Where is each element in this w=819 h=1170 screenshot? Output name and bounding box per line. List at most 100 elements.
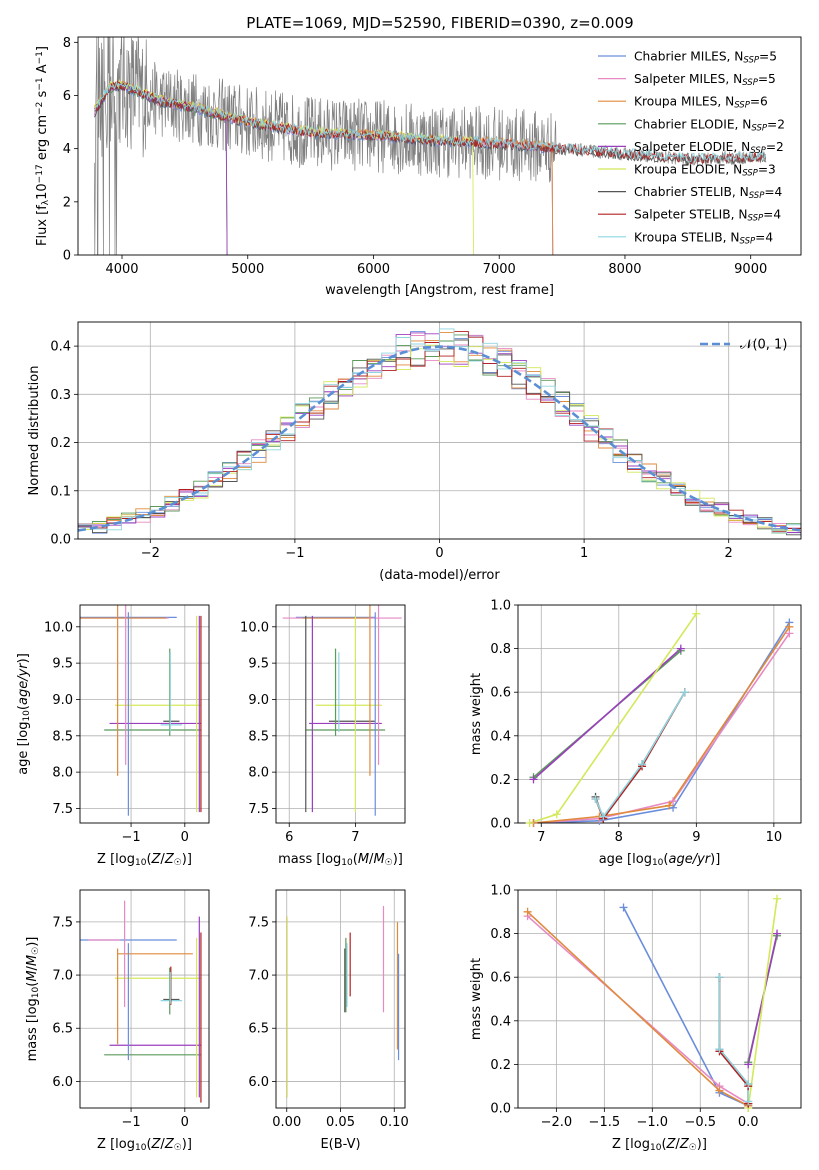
label-part: / <box>160 852 165 867</box>
label-part: −1 <box>35 51 45 64</box>
label-part: mass [log <box>278 852 341 867</box>
chart-weight_vs_Z: −2.0 −1.5 −1.0 −0.5 0.0 0.0 0.2 0.4 0.6 0.8 1.0 Z [… <box>469 884 802 1153</box>
weight-line <box>622 907 749 1107</box>
label-part: 10 <box>35 183 50 200</box>
legend-sub: SSP <box>743 56 759 66</box>
weight-marker <box>523 907 532 916</box>
label-part: Z <box>679 1137 690 1152</box>
label-part: erg cm <box>35 115 50 164</box>
plot-area <box>80 890 209 1108</box>
x-tick-label: 0 <box>181 1115 189 1130</box>
x-tick-label: 0 <box>435 546 443 561</box>
label-part: λ <box>41 199 51 205</box>
weight-line <box>527 911 749 1107</box>
weight-marker <box>599 812 608 821</box>
label-part: ( <box>353 852 358 867</box>
label-part: / <box>369 852 374 867</box>
weight-marker <box>591 795 600 804</box>
axes-frame <box>77 321 802 540</box>
chart-age_vs_Z: −1 07.58.08.59.09.510.0Z [log10(Z/Z☉)]age… <box>16 604 210 868</box>
y-tick-label: 8.5 <box>52 729 73 744</box>
model-spectrum-line <box>93 81 766 164</box>
label-part: s <box>35 90 50 101</box>
label-part: )] <box>182 1137 192 1152</box>
legend-entry: Salpeter MILES, NSSP=5 <box>634 72 776 88</box>
y-tick-label: 9.5 <box>248 657 269 672</box>
y-axis-label: mass weight <box>469 958 484 1040</box>
y-tick-label: 0.6 <box>490 686 511 701</box>
legend-name: Salpeter ELODIE, N <box>634 140 750 154</box>
y-tick-label: 0.3 <box>50 388 71 403</box>
x-tick-label: −1 <box>121 1115 140 1130</box>
weight-marker <box>665 801 674 810</box>
legend-name: Kroupa ELODIE, N <box>634 163 742 177</box>
label-part: M <box>373 852 384 867</box>
y-tick-label: 10.0 <box>44 620 73 635</box>
weight-marker <box>525 819 534 827</box>
label-part: ( <box>25 982 40 987</box>
weight-marker <box>619 903 628 912</box>
y-tick-label: 0.8 <box>490 642 511 657</box>
y-axis-label: Normed distribution <box>27 366 42 496</box>
legend-val: =4 <box>764 185 782 199</box>
legend-val: =6 <box>750 95 768 109</box>
residual-histogram <box>78 328 801 534</box>
y-tick-label: 0.0 <box>490 1102 511 1117</box>
model-spectrum-line <box>93 79 554 255</box>
legend-name: Chabrier ELODIE, N <box>634 117 751 131</box>
label-part: 10 <box>341 858 353 868</box>
label-part: ☉ <box>174 1143 182 1153</box>
axes-frame <box>77 36 802 256</box>
x-tick-label: 8 <box>615 830 623 845</box>
label-part: ☉ <box>385 858 393 868</box>
label-part: )] <box>697 1137 707 1152</box>
y-tick-label: 8.0 <box>248 766 269 781</box>
weight-marker <box>744 1097 753 1106</box>
label-part: M <box>358 852 369 867</box>
x-axis-label: E(B-V) <box>320 1137 360 1152</box>
x-tick-label: 6000 <box>357 262 390 277</box>
x-tick-label: 6 <box>285 830 293 845</box>
x-axis-label: wavelength [Angstrom, rest frame] <box>325 283 554 298</box>
weight-marker <box>669 797 678 806</box>
chart-residuals: −2 −1 0 1 2 0.0 0.1 0.2 0.3 0.4 𝒩(0, 1) (data-model… <box>27 321 802 583</box>
legend-sub: SSP <box>750 146 766 156</box>
legend-val: =4 <box>755 230 773 244</box>
label-part: Z <box>151 1137 162 1152</box>
x-tick-label: −2.0 <box>541 1115 573 1130</box>
weight-marker <box>638 760 647 769</box>
x-tick-label: 0.0 <box>738 1115 759 1130</box>
weight-line <box>718 977 750 1102</box>
figure-title: PLATE=1069, MJD=52590, FIBERID=0390, z=0… <box>246 14 633 32</box>
y-tick-label: 0.0 <box>490 817 511 832</box>
weight-line <box>533 621 791 823</box>
y-tick-label: 0.2 <box>490 1058 511 1073</box>
weight-line <box>529 613 697 823</box>
weight-line <box>533 632 791 823</box>
plot-area <box>276 605 405 823</box>
label-part: age/yr <box>668 852 711 867</box>
y-tick-label: 7.0 <box>52 969 73 984</box>
x-tick-label: 2 <box>725 546 733 561</box>
label-part: / <box>675 1137 680 1152</box>
y-tick-label: 4 <box>63 142 71 157</box>
legend-entry: Salpeter ELODIE, NSSP=2 <box>634 140 784 156</box>
weight-line <box>718 977 750 1104</box>
x-tick-label: 0.05 <box>326 1115 355 1130</box>
weight-marker <box>680 688 689 697</box>
y-tick-label: 6.0 <box>248 1075 269 1090</box>
x-tick-label: −1.5 <box>589 1115 621 1130</box>
legend-name: Kroupa MILES, N <box>634 95 734 109</box>
label-part: )] <box>710 852 720 867</box>
label-part: / <box>25 965 40 970</box>
weight-marker <box>773 929 782 938</box>
x-tick-label: 0.10 <box>380 1115 409 1130</box>
legend-name: Kroupa STELIB, N <box>634 230 740 244</box>
legend-val: =5 <box>758 72 776 86</box>
label-part: 10 <box>135 858 147 868</box>
legend-name: Chabrier STELIB, N <box>634 185 749 199</box>
label-part: Z <box>151 852 162 867</box>
